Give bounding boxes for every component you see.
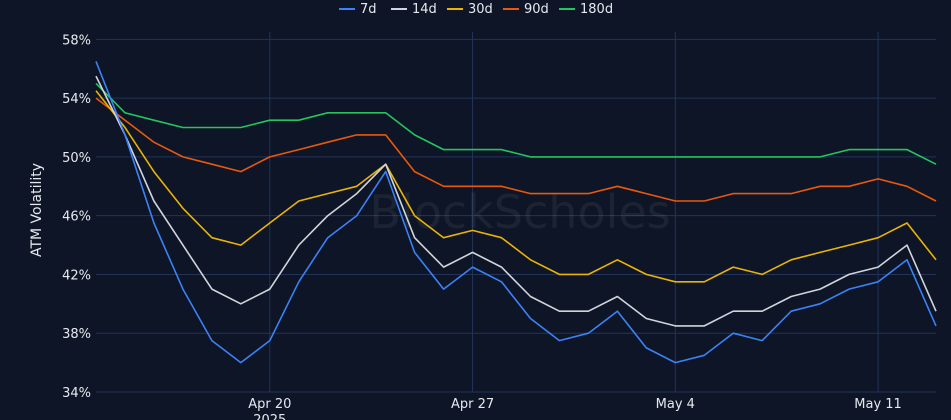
y-axis-title: ATM Volatility bbox=[29, 163, 45, 257]
x-tick-label: Apr 20 bbox=[248, 397, 291, 412]
y-tick-label: 58% bbox=[62, 33, 91, 48]
y-tick-label: 50% bbox=[62, 151, 91, 166]
legend: 7d 14d 30d 90d 180d bbox=[339, 2, 613, 17]
y-tick-label: 34% bbox=[62, 386, 91, 401]
y-tick-label: 38% bbox=[62, 327, 91, 342]
series-line-30d bbox=[95, 90, 937, 283]
x-tick-label: May 11 bbox=[854, 397, 902, 412]
legend-label-14d: 14d bbox=[412, 2, 437, 17]
series-line-180d bbox=[95, 82, 937, 165]
x-tick-label: Apr 27 bbox=[451, 397, 494, 412]
y-tick-label: 54% bbox=[62, 92, 91, 107]
y-tick-label: 46% bbox=[62, 210, 91, 225]
x-tick-label: May 4 bbox=[656, 397, 695, 412]
y-axis-ticks: 58% 54% 50% 46% 42% 38% 34% bbox=[62, 33, 91, 401]
series-line-90d bbox=[95, 97, 937, 202]
legend-label-30d: 30d bbox=[468, 2, 493, 17]
watermark: BlockScholes bbox=[369, 185, 670, 239]
series-line-14d bbox=[95, 75, 937, 327]
series-lines bbox=[95, 61, 937, 364]
gridlines bbox=[96, 32, 936, 393]
legend-label-7d: 7d bbox=[360, 2, 377, 17]
legend-label-180d: 180d bbox=[580, 2, 613, 17]
y-tick-label: 42% bbox=[62, 268, 91, 283]
x-axis-ticks: Apr 202025 Apr 27 May 4 May 11 bbox=[248, 397, 902, 420]
x-tick-sublabel: 2025 bbox=[253, 413, 286, 420]
legend-label-90d: 90d bbox=[524, 2, 549, 17]
series-line-7d bbox=[95, 61, 937, 364]
